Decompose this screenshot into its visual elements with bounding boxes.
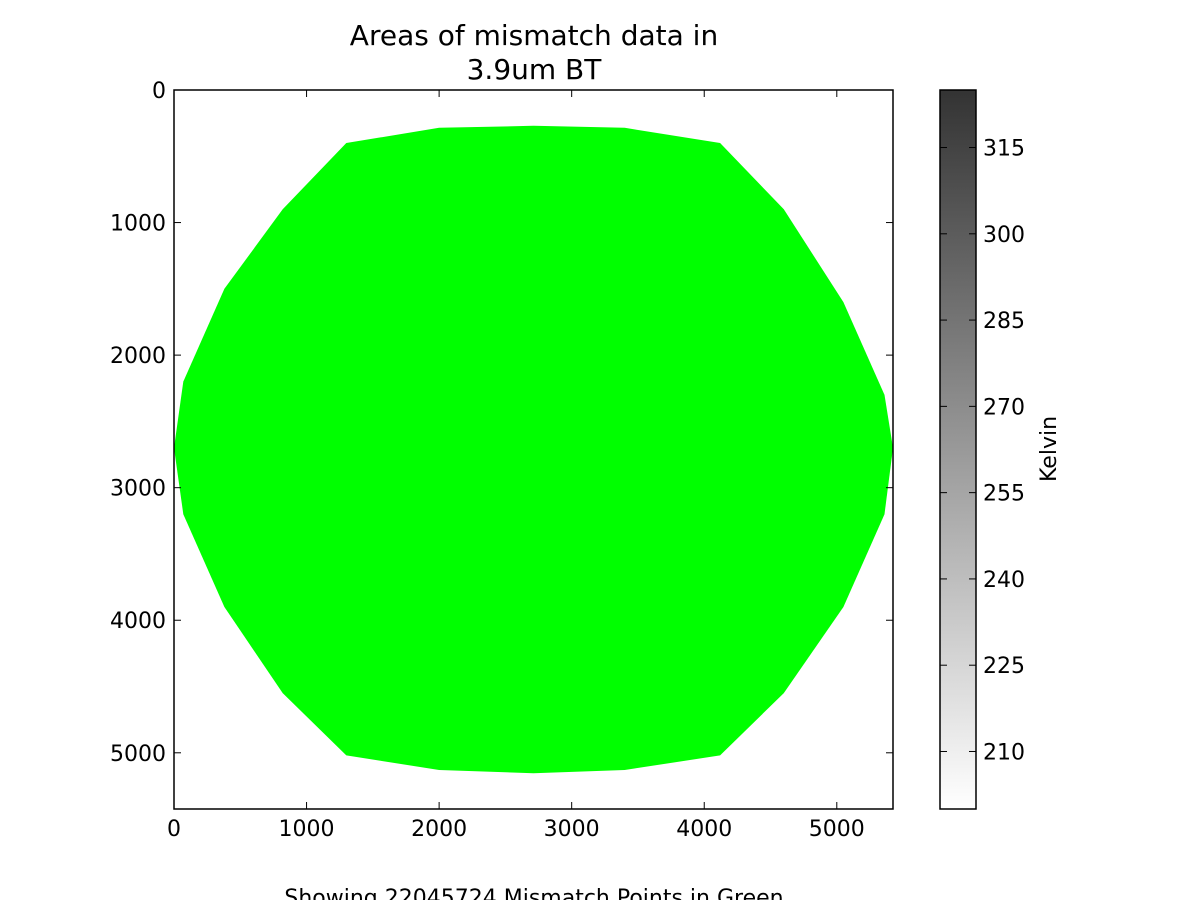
colorbar-tick-label: 270 [983,395,1025,420]
colorbar-tick-label: 285 [983,309,1025,334]
x-tick-label: 1000 [279,817,335,842]
colorbar-tick-label: 255 [983,482,1025,507]
x-tick-label: 5000 [809,817,865,842]
x-tick-label: 3000 [544,817,600,842]
y-tick-label: 1000 [110,212,166,237]
y-tick-label: 0 [152,79,166,104]
colorbar-tick-label: 210 [983,740,1025,765]
mismatch-region [174,125,893,774]
y-tick-label: 3000 [110,477,166,502]
colorbar-tick-label: 240 [983,568,1025,593]
colorbar [939,89,977,810]
x-tick-label: 2000 [411,817,467,842]
y-tick-label: 4000 [110,609,166,634]
colorbar-tick-label: 315 [983,137,1025,162]
x-tick-label: 4000 [676,817,732,842]
colorbar-label: Kelvin [1037,416,1062,482]
x-tick-label: 0 [167,817,181,842]
chart-title-line-2: 3.9um BT [467,53,603,86]
y-axis-ticks: 0 1000 2000 3000 4000 5000 [110,79,893,767]
x-axis-ticks: 0 1000 2000 3000 4000 5000 [167,90,865,842]
colorbar-ticks: 210 225 240 255 270 285 300 315 [940,137,1025,765]
y-tick-label: 5000 [110,742,166,767]
mismatch-caption: Showing 22045724 Mismatch Points in Gree… [284,886,783,900]
y-tick-label: 2000 [110,344,166,369]
colorbar-tick-label: 225 [983,654,1025,679]
plot-frame [173,89,894,810]
chart-title-line-1: Areas of mismatch data in [350,19,718,52]
colorbar-tick-label: 300 [983,223,1025,248]
